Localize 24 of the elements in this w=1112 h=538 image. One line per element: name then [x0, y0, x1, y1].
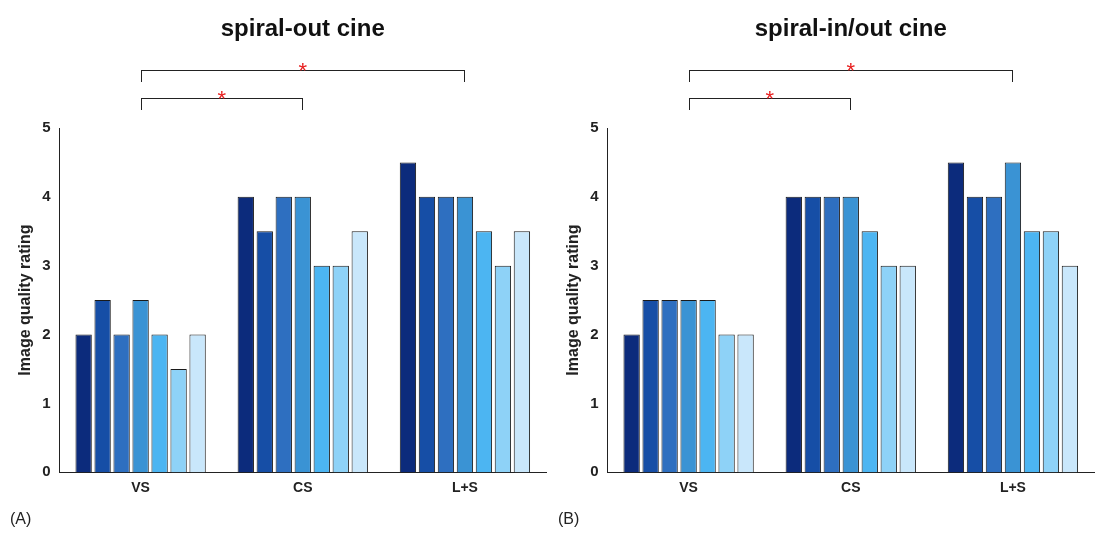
y-axis-title: Image quality rating [564, 224, 582, 376]
x-tick-label: VS [679, 479, 698, 496]
y-axis-title: Image quality rating [16, 224, 34, 376]
chart-title: spiral-out cine [219, 14, 386, 42]
text: (B) [558, 510, 580, 528]
y-tick-label: 2 [590, 324, 599, 342]
y-tick-label: 5 [42, 118, 51, 136]
y-tick-label: 1 [42, 393, 51, 411]
x-tick-label: L+S [451, 479, 478, 496]
y-tick-label: 4 [590, 186, 600, 204]
chart-title: spiral-in/out cine [753, 14, 948, 42]
y-tick-label: 3 [590, 255, 599, 273]
x-tick-label: CS [841, 479, 861, 496]
y-tick-label: 2 [42, 324, 51, 342]
x-tick-label: L+S [999, 479, 1026, 496]
x-tick-label: CS [293, 479, 313, 496]
x-tick-label: VS [131, 479, 150, 496]
text: (A) [10, 510, 32, 528]
y-tick-label: 5 [590, 118, 599, 136]
y-tick-label: 4 [42, 186, 52, 204]
y-tick-label: 1 [590, 393, 599, 411]
y-tick-label: 0 [590, 462, 599, 480]
y-tick-label: 3 [42, 255, 51, 273]
y-tick-label: 0 [42, 462, 51, 480]
